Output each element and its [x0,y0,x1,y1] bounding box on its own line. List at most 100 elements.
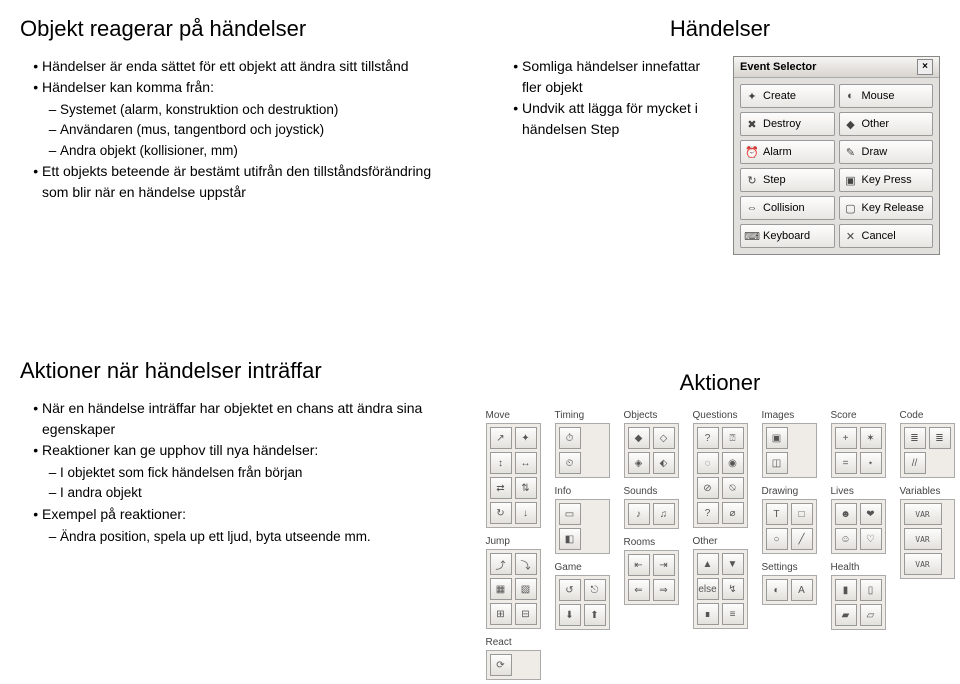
action-button[interactable]: ◉ [722,452,744,474]
action-button[interactable]: ⍉ [722,477,744,499]
action-button[interactable]: ⬇ [559,604,581,626]
event-alarm-button[interactable]: ⏰ Alarm [740,140,835,164]
action-button[interactable]: ✦ [515,427,537,449]
event-draw-button[interactable]: ✎ Draw [839,140,934,164]
event-destroy-button[interactable]: ✖ Destroy [740,112,835,136]
action-button[interactable]: + [835,427,857,449]
bullet: Reaktioner kan ge upphov till nya händel… [42,440,460,504]
action-button[interactable]: ⇅ [515,477,537,499]
action-button[interactable]: ⤴ [490,553,512,575]
action-button[interactable]: ◌ [697,452,719,474]
event-keypress-button[interactable]: ▣ Key Press [839,168,934,192]
action-button[interactable]: ⍰ [722,427,744,449]
event-create-button[interactable]: ✦ Create [740,84,835,108]
bullet: Exempel på reaktioner: Ändra position, s… [42,504,460,547]
action-button[interactable]: ? [697,502,719,524]
action-button[interactable]: else [697,578,719,600]
action-button[interactable]: ↻ [490,502,512,524]
action-button[interactable]: ♫ [653,503,675,525]
palette-label: Rooms [624,537,679,548]
close-icon[interactable]: × [917,59,933,75]
action-button[interactable]: ☻ [835,503,857,525]
palette-info: Info ▭ ◧ [555,486,610,554]
action-button[interactable]: ◆ [628,427,650,449]
action-button[interactable]: ▦ [490,578,512,600]
action-button[interactable]: ⇤ [628,554,650,576]
action-button[interactable]: ⤵ [515,553,537,575]
palette-sounds: Sounds ♪ ♫ [624,486,679,529]
action-button[interactable]: ⋆ [860,452,882,474]
palette-code: Code ≣ ≣ // [900,410,955,478]
action-button[interactable]: ⬖ [653,452,675,474]
action-button[interactable]: ▲ [697,553,719,575]
action-button[interactable]: ☺ [835,528,857,550]
event-collision-button[interactable]: ⇔ Collision [740,196,835,220]
action-button[interactable]: □ [791,503,813,525]
palette-other: Other ▲ ▼ else ↯ ∎ ≡ [693,536,748,629]
action-button[interactable]: ⎋ [584,579,606,601]
palette-label: Game [555,562,610,573]
action-button[interactable]: ▰ [835,604,857,626]
action-button[interactable]: ⇐ [628,579,650,601]
bullet: När en händelse inträffar har objektet e… [42,398,460,440]
action-button[interactable]: ▧ [515,578,537,600]
palette-move: Move ↗ ✦ ↕ ↔ ⇄ ⇅ ↻ ↓ [486,410,541,528]
action-button[interactable]: ⊟ [515,603,537,625]
action-button[interactable]: ↗ [490,427,512,449]
event-other-button[interactable]: ◆ Other [839,112,934,136]
action-button[interactable]: ⌀ [722,502,744,524]
action-button[interactable]: ↓ [515,502,537,524]
action-button[interactable]: = [835,452,857,474]
action-button[interactable]: ▮ [835,579,857,601]
event-cancel-button[interactable]: ✕ Cancel [839,224,934,248]
action-button[interactable]: ▣ [766,427,788,449]
action-button[interactable]: ∎ [697,603,719,625]
action-button[interactable]: ⊞ [490,603,512,625]
action-button[interactable]: ♪ [628,503,650,525]
action-button[interactable]: ○ [766,528,788,550]
action-button[interactable]: ◇ [653,427,675,449]
event-mouse-button[interactable]: ◐ Mouse [839,84,934,108]
action-button[interactable]: ▼ [722,553,744,575]
action-button[interactable]: ⇒ [653,579,675,601]
action-button[interactable]: ◈ [628,452,650,474]
event-label: Mouse [862,90,895,102]
action-button[interactable]: ◫ [766,452,788,474]
action-button[interactable]: ▯ [860,579,882,601]
action-button[interactable]: ⏲ [559,452,581,474]
action-button[interactable]: ╱ [791,528,813,550]
action-button[interactable]: // [904,452,926,474]
palette-label: Timing [555,410,610,421]
action-button[interactable]: ♡ [860,528,882,550]
action-button[interactable]: ▭ [559,503,581,525]
event-keyboard-button[interactable]: ⌨ Keyboard [740,224,835,248]
action-var-button[interactable]: VAR [904,503,942,525]
action-button[interactable]: ? [697,427,719,449]
action-button[interactable]: ◐ [766,579,788,601]
event-step-button[interactable]: ↻ Step [740,168,835,192]
action-button[interactable]: ↺ [559,579,581,601]
action-button[interactable]: ↕ [490,452,512,474]
action-button[interactable]: ▱ [860,604,882,626]
action-var-button[interactable]: VAR [904,528,942,550]
action-button[interactable]: ⇄ [490,477,512,499]
action-button[interactable]: ⬆ [584,604,606,626]
action-button[interactable]: ◧ [559,528,581,550]
action-button[interactable]: ⇥ [653,554,675,576]
action-button[interactable]: ≣ [929,427,951,449]
action-button[interactable]: ↔ [515,452,537,474]
action-button[interactable]: ↯ [722,578,744,600]
action-button[interactable]: ✶ [860,427,882,449]
action-button[interactable]: A [791,579,813,601]
action-button[interactable]: ⊘ [697,477,719,499]
action-button[interactable]: ⟳ [490,654,512,676]
event-label: Keyboard [763,230,810,242]
action-var-button[interactable]: VAR [904,553,942,575]
action-button[interactable]: ≡ [722,603,744,625]
action-button[interactable]: ⏱ [559,427,581,449]
pencil-icon: ✎ [844,145,858,159]
action-button[interactable]: ≣ [904,427,926,449]
action-button[interactable]: ❤ [860,503,882,525]
event-keyrelease-button[interactable]: ▢ Key Release [839,196,934,220]
action-button[interactable]: T [766,503,788,525]
